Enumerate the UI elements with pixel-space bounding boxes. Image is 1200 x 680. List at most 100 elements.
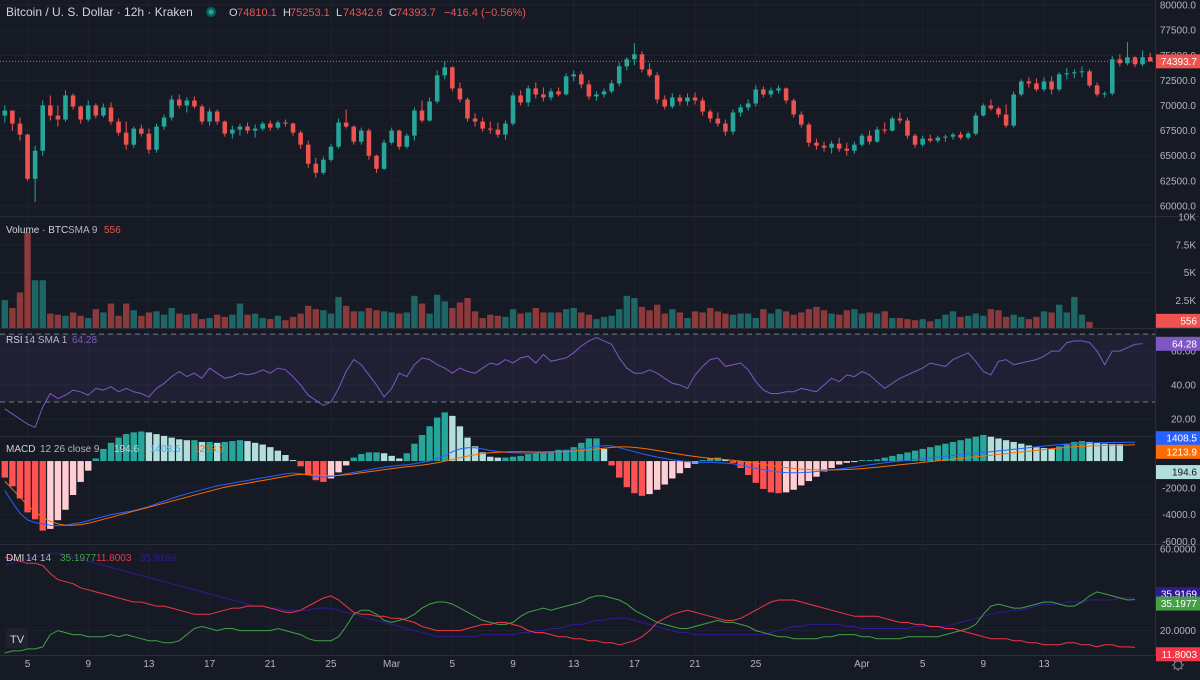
volume-bar[interactable] [676,312,684,328]
candle[interactable] [404,133,410,149]
volume-bar[interactable] [934,319,941,328]
candle[interactable] [829,140,834,154]
volume-bar[interactable] [183,314,191,328]
macd-hist-bar[interactable] [1025,445,1033,462]
candle[interactable] [670,93,675,109]
volume-bar[interactable] [236,303,244,328]
macd-hist-bar[interactable] [1033,447,1040,462]
candle[interactable] [571,70,576,82]
macd-hist-bar[interactable] [206,441,213,462]
candle[interactable] [427,97,432,122]
volume-bar[interactable] [858,313,866,328]
macd-hist-bar[interactable] [335,461,342,473]
volume-bar[interactable] [813,306,820,328]
volume-bar[interactable] [282,320,289,328]
volume-bar[interactable] [1002,316,1010,328]
macd-hist-bar[interactable] [198,441,206,462]
candle[interactable] [1041,77,1047,92]
volume-bar[interactable] [85,318,92,328]
macd-hist-bar[interactable] [373,452,380,462]
volume-bar[interactable] [1010,314,1017,328]
macd-hist-bar[interactable] [889,455,896,462]
candle[interactable] [791,98,796,118]
candle[interactable] [495,122,501,138]
volume-bar[interactable] [646,310,653,328]
volume-bar[interactable] [1063,312,1070,328]
candle[interactable] [252,124,258,138]
tradingview-logo[interactable]: TV [6,628,28,648]
macd-hist-bar[interactable] [456,426,464,462]
volume-bar[interactable] [206,318,213,328]
macd-hist-bar[interactable] [509,456,517,462]
volume-bar[interactable] [585,314,593,328]
candle[interactable] [1132,56,1138,68]
macd-hist-bar[interactable] [737,461,744,469]
volume-bar[interactable] [949,311,957,328]
volume-bar[interactable] [244,314,251,328]
candle[interactable] [586,80,592,100]
macd-hist-bar[interactable] [251,442,259,462]
volume-bar[interactable] [214,314,221,328]
candle[interactable] [321,156,326,175]
macd-hist-bar[interactable] [1048,448,1055,462]
candle[interactable] [55,105,61,127]
macd-hist-bar[interactable] [100,448,107,462]
macd-hist-bar[interactable] [934,445,941,462]
candle[interactable] [943,134,948,142]
volume-bar[interactable] [39,280,46,328]
macd-hist-bar[interactable] [881,457,888,462]
macd-legend[interactable]: MACD 12 26 close 9 194.6 1408.5 1213.9 [6,444,225,455]
macd-hist-bar[interactable] [259,444,266,462]
macd-hist-bar[interactable] [631,461,638,494]
volume-bar[interactable] [153,311,160,328]
macd-hist-bar[interactable] [502,457,509,462]
macd-hist-bar[interactable] [396,458,403,462]
candle[interactable] [510,92,516,126]
volume-bar[interactable] [836,314,843,328]
macd-hist-bar[interactable] [267,447,274,462]
candle[interactable] [518,90,523,106]
macd-hist-bar[interactable] [9,461,16,487]
candle[interactable] [85,100,91,122]
candle[interactable] [723,119,728,136]
candle[interactable] [169,95,174,121]
macd-hist-bar[interactable] [92,458,100,462]
volume-bar[interactable] [927,321,934,328]
candle[interactable] [730,109,736,135]
macd-hist-bar[interactable] [593,438,600,462]
dmi-legend[interactable]: DMI 14 14 35.1977 11.8003 35.9169 [6,553,177,564]
macd-hist-bar[interactable] [828,461,835,469]
macd-hist-bar[interactable] [274,450,282,462]
candle[interactable] [283,119,288,127]
macd-hist-bar[interactable] [638,461,646,496]
volume-bar[interactable] [828,313,835,328]
macd-hist-bar[interactable] [115,437,122,462]
symbol-legend[interactable]: Bitcoin / U. S. Dollar · 12h · Kraken O 74… [6,5,526,19]
macd-hist-bar[interactable] [760,461,767,489]
macd-hist-bar[interactable] [342,461,350,466]
macd-hist-bar[interactable] [145,432,153,462]
volume-bar[interactable] [335,296,342,328]
macd-hist-bar[interactable] [608,461,615,466]
macd-hist-bar[interactable] [471,446,479,462]
candle[interactable] [753,85,759,107]
candle[interactable] [48,95,53,121]
macd-hist-bar[interactable] [1063,443,1070,462]
volume-bar[interactable] [661,313,668,328]
candle[interactable] [556,87,561,97]
macd-hist-bar[interactable] [623,461,630,488]
candle[interactable] [973,112,979,136]
candle[interactable] [487,121,493,134]
settings-gear-icon[interactable] [1172,659,1184,671]
volume-bar[interactable] [320,310,327,328]
volume-bar[interactable] [555,312,562,328]
volume-bar[interactable] [851,309,858,328]
candle[interactable] [601,88,607,98]
volume-bar[interactable] [744,313,752,328]
candle[interactable] [776,85,781,94]
candle[interactable] [108,102,114,125]
macd-hist-bar[interactable] [380,453,388,462]
volume-bar[interactable] [441,301,448,328]
volume-bar[interactable] [411,295,418,328]
volume-bar[interactable] [418,303,426,328]
